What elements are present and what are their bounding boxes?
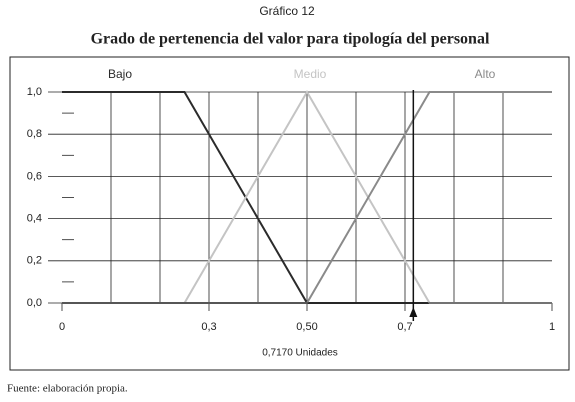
- legend-label: Alto: [475, 67, 496, 81]
- legend-label: Medio: [294, 67, 327, 81]
- y-tick-label: 0,0: [27, 297, 42, 309]
- legend-label: Bajo: [108, 67, 132, 81]
- chart-title: Grado de pertenencia del valor para tipo…: [91, 31, 490, 48]
- source: Fuente: elaboración propia.: [7, 383, 128, 395]
- x-tick-label: 0: [59, 321, 65, 333]
- x-tick-label: 0,50: [296, 321, 317, 333]
- y-tick-label: 0,4: [27, 213, 42, 225]
- x-tick-label: 0,3: [201, 321, 216, 333]
- y-tick-label: 0,8: [27, 128, 42, 140]
- frame: [9, 56, 570, 371]
- y-tick-label: 0,2: [27, 255, 42, 267]
- marker-label: 0,7170 Unidades: [262, 348, 338, 359]
- chart-overtitle: Gráfico 12: [259, 4, 315, 18]
- marker-arrow: [409, 307, 418, 317]
- x-tick-label: 0,7: [397, 321, 412, 333]
- y-tick-label: 1,0: [27, 86, 42, 98]
- y-tick-label: 0,6: [27, 170, 42, 182]
- x-tick-label: 1: [549, 321, 555, 333]
